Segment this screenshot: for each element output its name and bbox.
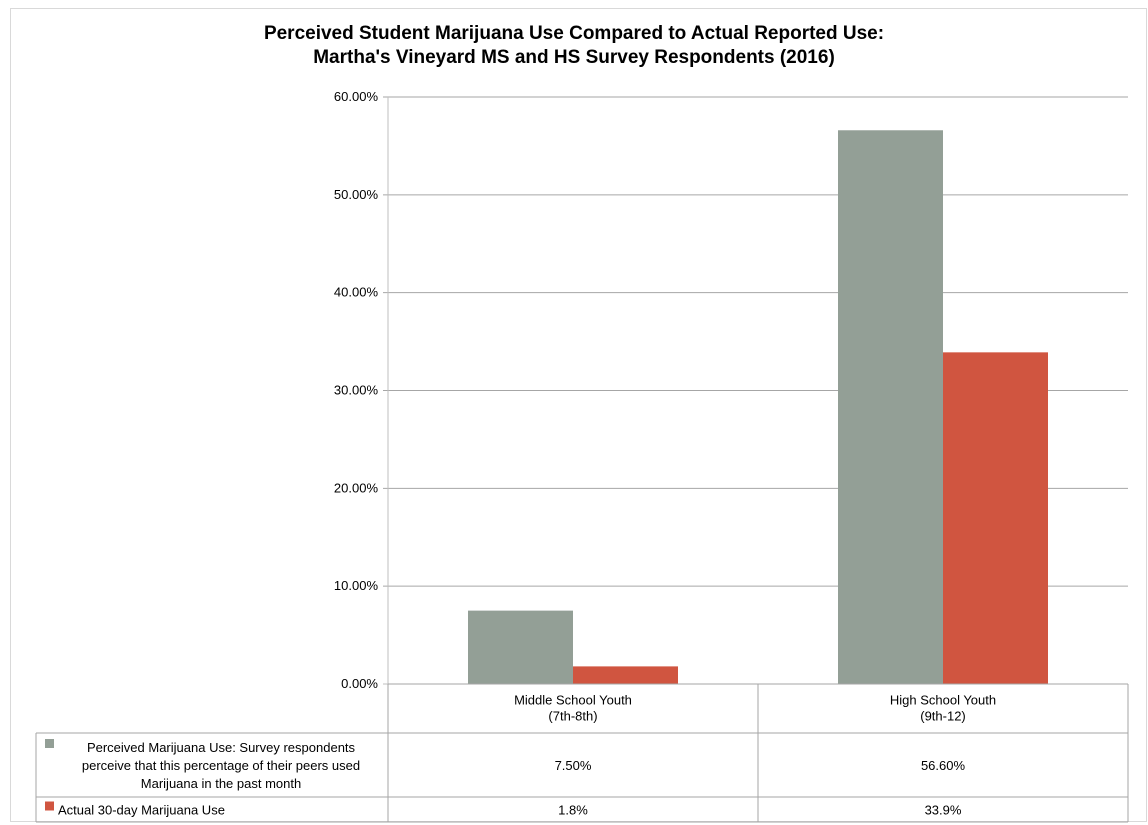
y-tick-label: 30.00% [334, 383, 379, 398]
y-tick-label: 0.00% [341, 676, 378, 691]
bar-actual-1 [943, 352, 1048, 684]
category-label: Middle School Youth [514, 693, 632, 708]
chart-title-line-2: Martha's Vineyard MS and HS Survey Respo… [313, 47, 835, 68]
series-name: perceive that this percentage of their p… [82, 758, 360, 773]
legend-key-actual [45, 801, 54, 811]
data-table-value: 56.60% [921, 758, 966, 773]
y-tick-label: 50.00% [334, 187, 379, 202]
data-table: Middle School Youth(7th-8th) High School … [35, 683, 1129, 823]
series-name: Marijuana in the past month [141, 776, 301, 791]
y-tick-label: 60.00% [334, 89, 379, 104]
data-table-value: 33.9% [925, 803, 962, 818]
legend-key-perceived [45, 739, 54, 748]
series-name: Perceived Marijuana Use: Survey responde… [87, 740, 356, 755]
bar-perceived-0 [468, 610, 573, 684]
y-tick-label: 40.00% [334, 285, 379, 300]
category-label: (9th-12) [920, 709, 966, 724]
category-label: (7th-8th) [548, 709, 597, 724]
bars [468, 130, 1048, 685]
category-label: High School Youth [890, 693, 996, 708]
y-tick-label: 10.00% [334, 578, 379, 593]
data-table-value: 1.8% [558, 803, 588, 818]
bar-perceived-1 [838, 130, 943, 685]
chart-title-line-1: Perceived Student Marijuana Use Compared… [263, 23, 885, 44]
y-tick-label: 20.00% [334, 480, 379, 495]
y-axis: 0.00% 10.00% 20.00% 30.00% 40.00% 50.00% 60.00… [334, 89, 389, 691]
bar-actual-0 [573, 666, 678, 684]
data-table-value: 7.50% [555, 758, 592, 773]
series-name: Actual 30-day Marijuana Use [58, 803, 225, 818]
